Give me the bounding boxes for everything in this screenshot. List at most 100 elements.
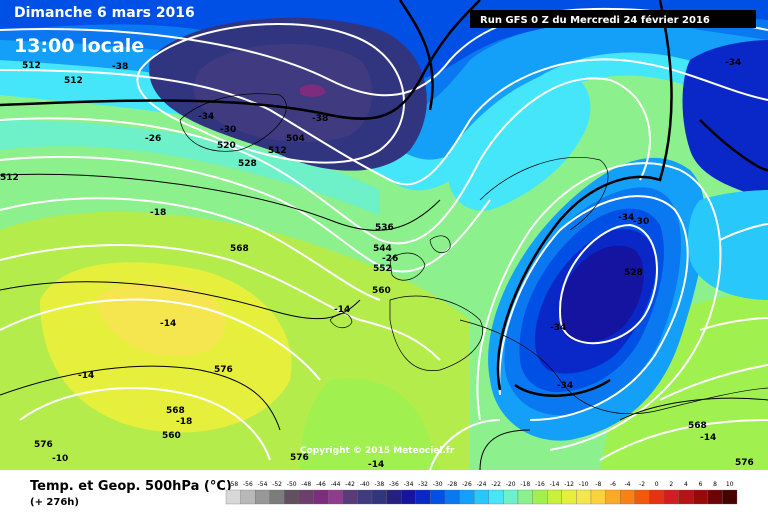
scale-swatch xyxy=(722,489,738,505)
scale-swatch xyxy=(240,489,256,505)
scale-swatch xyxy=(474,489,489,505)
scale-swatch xyxy=(415,489,431,505)
scale-value: -8 xyxy=(595,481,601,488)
scale-value: 8 xyxy=(713,481,717,488)
contour-label: 560 xyxy=(372,286,391,296)
isotherms xyxy=(0,0,768,397)
contour-labels: 512 -38 512 -34 -30 -26 520 528 512 504 … xyxy=(0,58,754,470)
contour-label: 512 xyxy=(64,76,83,86)
contour-label: -38 xyxy=(112,62,128,72)
scale-value: 10 xyxy=(726,481,734,488)
scale-swatch xyxy=(225,489,241,505)
scale-value: -50 xyxy=(287,481,297,488)
scale-swatch xyxy=(269,489,285,505)
contour-label: -10 xyxy=(52,454,68,464)
contour-label: 504 xyxy=(286,134,305,144)
copyright: Copyright © 2015 Meteociel.fr xyxy=(300,446,455,456)
scale-value: -18 xyxy=(520,481,530,488)
scale-swatch xyxy=(459,489,475,505)
scale-swatch xyxy=(663,489,679,505)
scale-swatch xyxy=(255,489,270,505)
scale-value: -24 xyxy=(477,481,487,488)
scale-value: -32 xyxy=(418,481,428,488)
scale-value: 2 xyxy=(669,481,673,488)
forecast-hour: (+ 276h) xyxy=(30,497,79,508)
contour-label: -14 xyxy=(700,433,716,443)
scale-swatch xyxy=(357,489,373,505)
scale-value: 0 xyxy=(655,481,659,488)
scale-value: -42 xyxy=(345,481,355,488)
scale-swatch xyxy=(444,489,460,505)
scale-value: -30 xyxy=(433,481,443,488)
scale-value: -22 xyxy=(491,481,501,488)
scale-swatch xyxy=(576,489,592,505)
contour-label: -34 xyxy=(198,112,214,122)
scale-value: -56 xyxy=(243,481,253,488)
scale-value: -48 xyxy=(301,481,311,488)
scale-swatch xyxy=(371,489,387,505)
color-scale: -58 -56 -54 -52 -50 -48 -46 -44 -42 -40 -38 -36 -34-… xyxy=(225,481,738,505)
scale-swatch xyxy=(547,489,562,505)
contour-label: 576 xyxy=(290,453,309,463)
contour-label: 552 xyxy=(373,264,392,274)
contour-label: -34 xyxy=(550,323,566,333)
scale-swatch xyxy=(503,489,519,505)
contour-label: -30 xyxy=(220,125,236,135)
scale-value: -58 xyxy=(228,481,238,488)
contour-label: -34 xyxy=(557,381,573,391)
contour-label: -30 xyxy=(633,217,649,227)
contour-label: 568 xyxy=(166,406,185,416)
scale-value: -20 xyxy=(506,481,516,488)
contour-label: -14 xyxy=(160,319,176,329)
contour-label: 560 xyxy=(162,431,181,441)
contour-label: 512 xyxy=(22,61,41,71)
scale-value: -54 xyxy=(258,481,268,488)
scale-value: -10 xyxy=(579,481,589,488)
contour-label: -18 xyxy=(176,417,192,427)
contour-label: 544 xyxy=(373,244,392,254)
contour-label: -18 xyxy=(150,208,166,218)
contour-label: -26 xyxy=(382,254,398,264)
contour-label: -14 xyxy=(78,371,94,381)
contour-label: -26 xyxy=(145,134,161,144)
map-header: Dimanche 6 mars 2016 13:00 locale Run GF… xyxy=(14,5,756,57)
scale-swatch xyxy=(693,489,708,505)
contour-label: -38 xyxy=(312,114,328,124)
local-time: 13:00 locale xyxy=(14,35,144,57)
scale-swatch xyxy=(517,489,533,505)
contour-label: 528 xyxy=(238,159,257,169)
run-banner xyxy=(470,10,756,28)
scale-value: 6 xyxy=(699,481,703,488)
scale-value: 4 xyxy=(684,481,688,488)
contour-label: 576 xyxy=(214,365,233,375)
scale-value: -38 xyxy=(374,481,384,488)
scale-value: -46 xyxy=(316,481,326,488)
scale-swatch xyxy=(634,489,650,505)
forecast-date: Dimanche 6 mars 2016 xyxy=(14,5,195,21)
scale-value: -44 xyxy=(331,481,341,488)
scale-value: -2 xyxy=(639,481,645,488)
contour-label: 568 xyxy=(688,421,707,431)
contour-label: -14 xyxy=(334,305,350,315)
contour-label: 528 xyxy=(624,268,643,278)
scale-swatch xyxy=(386,489,402,505)
contour-label: -34 xyxy=(618,213,634,223)
scale-swatch xyxy=(313,489,329,505)
scale-swatch xyxy=(532,489,548,505)
scale-swatch xyxy=(401,489,416,505)
scale-swatch xyxy=(707,489,723,505)
scale-value: -26 xyxy=(462,481,472,488)
contour-label: -34 xyxy=(725,58,741,68)
scale-swatch xyxy=(605,489,621,505)
scale-swatch xyxy=(430,489,446,505)
scale-value: -28 xyxy=(447,481,457,488)
scale-swatch xyxy=(284,489,300,505)
scale-value: -36 xyxy=(389,481,399,488)
scale-value: -14 xyxy=(550,481,560,488)
contour-label: -14 xyxy=(368,460,384,470)
scale-swatch xyxy=(342,489,358,505)
contour-label: 512 xyxy=(268,146,287,156)
contour-label: 576 xyxy=(735,458,754,468)
